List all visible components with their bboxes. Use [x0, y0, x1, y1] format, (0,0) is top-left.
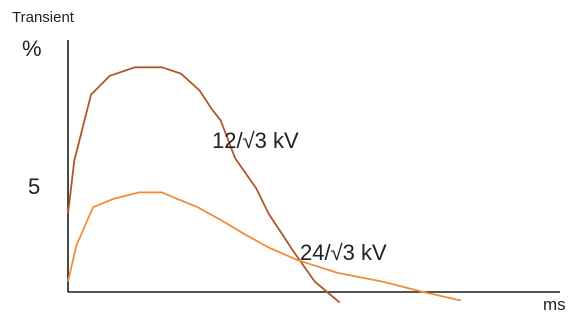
- y-ticks: 5: [28, 174, 40, 199]
- y-tick-label: 5: [28, 174, 40, 199]
- series-lines: [67, 66, 462, 304]
- series-labels: 12/√3 kV 24/√3 kV: [212, 128, 387, 265]
- series-label-1: 12/√3 kV: [212, 128, 299, 153]
- x-axis-label: ms: [543, 295, 566, 314]
- y-axis-unit: %: [22, 36, 42, 61]
- series-line-2: [67, 191, 462, 302]
- y-axis-title: Transient: [12, 9, 75, 26]
- series-line-1: [67, 66, 341, 304]
- series-label-2: 24/√3 kV: [300, 240, 387, 265]
